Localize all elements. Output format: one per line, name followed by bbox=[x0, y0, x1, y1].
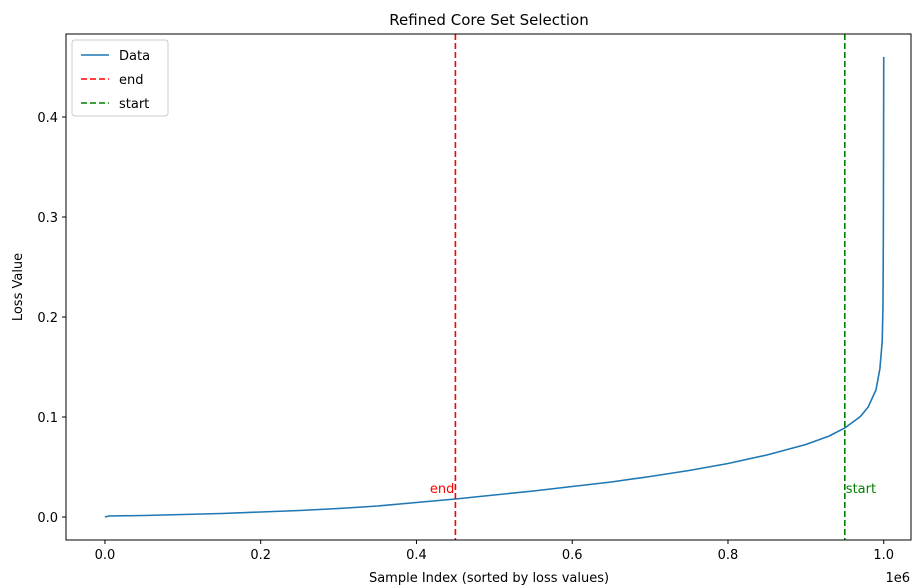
legend-label-end: end bbox=[119, 73, 144, 88]
y-tick-label: 0.2 bbox=[37, 311, 58, 326]
y-axis: 0.0 0.1 0.2 0.3 0.4 bbox=[37, 111, 66, 526]
y-tick-label: 0.0 bbox=[37, 511, 58, 526]
y-tick-label: 0.1 bbox=[37, 411, 58, 426]
legend-label-Data: Data bbox=[119, 49, 150, 64]
x-tick-label: 0.8 bbox=[718, 548, 739, 563]
legend-box bbox=[71, 39, 169, 117]
x-axis-offset-label: 1e6 bbox=[885, 571, 910, 586]
y-tick-label: 0.3 bbox=[37, 211, 58, 226]
y-axis-label: Loss Value bbox=[11, 253, 26, 321]
plot-area: end start bbox=[104, 34, 885, 540]
x-tick-label: 1.0 bbox=[873, 548, 894, 563]
axes-frame bbox=[65, 33, 912, 541]
legend-label-start: start bbox=[119, 97, 149, 112]
series-line-0 bbox=[104, 56, 885, 518]
vline-annotation-start: start bbox=[846, 482, 876, 497]
x-tick-label: 0.4 bbox=[406, 548, 427, 563]
x-axis: 0.0 0.2 0.4 0.6 0.8 1.0 bbox=[95, 540, 894, 563]
x-tick-label: 0.0 bbox=[95, 548, 116, 563]
vline-annotation-end: end bbox=[430, 482, 455, 497]
x-tick-label: 0.6 bbox=[562, 548, 583, 563]
legend: Data end start bbox=[71, 39, 169, 117]
x-tick-label: 0.2 bbox=[250, 548, 271, 563]
y-tick-label: 0.4 bbox=[37, 111, 58, 126]
x-axis-label: Sample Index (sorted by loss values) bbox=[369, 571, 609, 586]
chart-title: Refined Core Set Selection bbox=[389, 11, 588, 29]
